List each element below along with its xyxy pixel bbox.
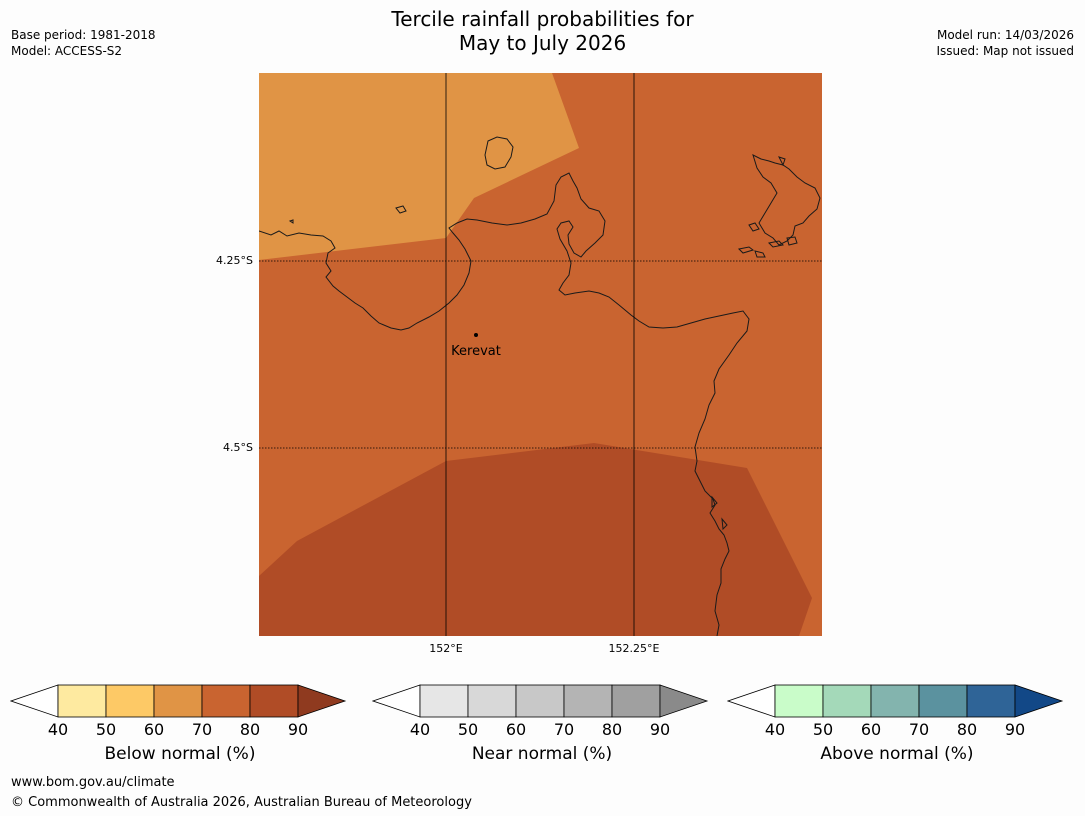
legend-near-normal: 40 50 60 70 80 90 Near normal (%)	[372, 684, 712, 764]
lon-label-152: 152°E	[429, 642, 463, 655]
base-period: Base period: 1981-2018	[11, 28, 156, 42]
lat-label-4-25: 4.25°S	[216, 254, 253, 267]
colorbar-swatch	[563, 684, 613, 718]
colorbar-swatch	[870, 684, 920, 718]
title-line-2: May to July 2026	[458, 31, 627, 55]
colorbar-high-extension	[659, 684, 709, 718]
map-canvas: Kerevat	[258, 73, 822, 637]
colorbar-swatch	[822, 684, 872, 718]
islet-east-5	[748, 222, 760, 232]
tick: 80	[601, 720, 623, 739]
tick: 40	[47, 720, 69, 739]
tick: 90	[649, 720, 671, 739]
colorbar-swatch	[774, 684, 824, 718]
tick: 60	[505, 720, 527, 739]
issued-status: Issued: Map not issued	[936, 44, 1074, 58]
kerevat-marker[interactable]	[474, 333, 478, 337]
islet-southeast-2	[721, 517, 728, 531]
islet-east-4	[786, 236, 798, 246]
islet-east-1	[737, 246, 755, 254]
kerevat-label: Kerevat	[451, 344, 501, 359]
islet-east-2	[754, 250, 766, 258]
colorbar-swatch	[918, 684, 968, 718]
island-duke-of-york	[752, 154, 821, 246]
tick: 50	[95, 720, 117, 739]
footer-url[interactable]: www.bom.gov.au/climate	[11, 775, 175, 790]
tick: 40	[409, 720, 431, 739]
model-name: Model: ACCESS-S2	[11, 44, 123, 58]
tick: 80	[239, 720, 261, 739]
tick: 50	[457, 720, 479, 739]
colorbar-swatch	[611, 684, 661, 718]
tick: 60	[860, 720, 882, 739]
colorbar-swatch	[419, 684, 469, 718]
colorbar-low-extension	[10, 684, 59, 718]
coastline	[258, 136, 821, 637]
colorbar-high-extension	[1014, 684, 1064, 718]
tick: 70	[553, 720, 575, 739]
legend-label-below: Below normal (%)	[104, 744, 256, 764]
map-title: Tercile rainfall probabilities for May t…	[0, 7, 1085, 55]
probability-band-70-80	[259, 443, 812, 636]
colorbar-swatch	[249, 684, 299, 718]
legend-below-normal: 40 50 60 70 80 90 Below normal (%)	[10, 684, 350, 764]
colorbar-ticks-below: 40 50 60 70 80 90	[10, 720, 350, 740]
map[interactable]: Kerevat	[258, 73, 822, 637]
meta-left: Base period: 1981-2018 Model: ACCESS-S2	[11, 27, 156, 59]
tick: 50	[812, 720, 834, 739]
islet-southeast-1	[711, 495, 718, 509]
tick: 90	[1004, 720, 1026, 739]
legend-label-near: Near normal (%)	[471, 744, 613, 764]
colorbar-ticks-near: 40 50 60 70 80 90	[372, 720, 712, 740]
colorbar-low-extension	[372, 684, 421, 718]
colorbar-low-extension	[727, 684, 776, 718]
model-run: Model run: 14/03/2026	[936, 28, 1074, 42]
legend-label-above: Above normal (%)	[820, 744, 974, 764]
colorbar-ticks-above: 40 50 60 70 80 90	[727, 720, 1067, 740]
islet-east-3	[767, 240, 785, 248]
lat-label-4-5: 4.5°S	[223, 441, 253, 454]
probability-band-50-60	[259, 73, 579, 260]
graticule	[259, 73, 822, 636]
tick: 80	[956, 720, 978, 739]
islet-west	[395, 205, 407, 214]
tick: 60	[143, 720, 165, 739]
footer-copyright: © Commonwealth of Australia 2026, Austra…	[11, 795, 472, 810]
legend-above-normal: 40 50 60 70 80 90 Above normal (%)	[727, 684, 1067, 764]
tick: 90	[287, 720, 309, 739]
colorbar-swatch	[201, 684, 251, 718]
colorbar-swatch	[515, 684, 565, 718]
colorbar-high-extension	[297, 684, 347, 718]
colorbar-swatch	[966, 684, 1016, 718]
lon-label-152-25: 152.25°E	[608, 642, 660, 655]
colorbar-near-normal	[372, 684, 709, 718]
colorbar-above-normal	[727, 684, 1064, 718]
colorbar-below-normal	[10, 684, 347, 718]
colorbar-swatch	[105, 684, 155, 718]
tick: 70	[191, 720, 213, 739]
tick: 70	[908, 720, 930, 739]
island-north	[484, 136, 514, 170]
title-line-1: Tercile rainfall probabilities for	[391, 7, 694, 31]
meta-right: Model run: 14/03/2026 Issued: Map not is…	[936, 27, 1074, 59]
colorbar-swatch	[153, 684, 203, 718]
colorbar-swatch	[467, 684, 517, 718]
colorbar-swatch	[57, 684, 107, 718]
islet-east-6	[778, 156, 786, 167]
islet-point	[288, 219, 294, 224]
tick: 40	[764, 720, 786, 739]
coastline-main	[258, 172, 750, 637]
